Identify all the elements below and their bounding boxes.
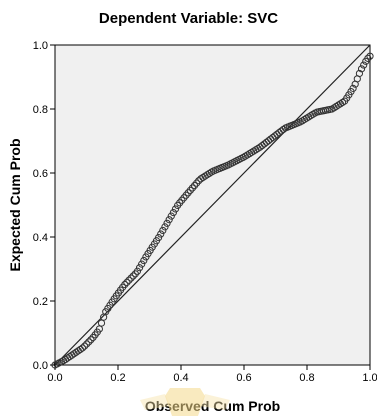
y-tick-label: 0.4	[33, 232, 48, 244]
x-tick-label: 0.0	[47, 372, 62, 384]
data-point	[125, 276, 133, 284]
data-point	[78, 344, 87, 352]
data-point	[157, 230, 165, 238]
data-point	[154, 233, 163, 242]
data-point	[87, 336, 95, 344]
data-point	[127, 274, 135, 282]
data-point	[349, 84, 357, 92]
data-point	[357, 65, 366, 73]
x-tick-label: 0.4	[173, 372, 188, 384]
x-tick-label: 0.2	[110, 372, 125, 384]
data-point	[171, 205, 180, 213]
data-point	[279, 125, 287, 134]
y-tick-label: 0.6	[33, 168, 48, 180]
data-point	[129, 272, 137, 280]
data-point	[163, 219, 171, 227]
data-point	[133, 267, 142, 275]
y-tick-label: 0.0	[33, 360, 48, 372]
data-point	[85, 338, 93, 346]
chart-title: Dependent Variable: SVC	[98, 10, 279, 27]
data-point	[169, 208, 177, 217]
data-point	[355, 69, 364, 78]
data-point	[159, 226, 167, 235]
data-point	[360, 61, 368, 69]
data-point	[121, 280, 129, 289]
data-point	[338, 98, 347, 107]
data-point	[364, 54, 372, 62]
x-tick-label: 0.8	[299, 372, 314, 384]
data-point	[193, 179, 201, 187]
data-point	[186, 186, 194, 194]
shield-logo-watermark	[140, 388, 230, 416]
data-point	[165, 216, 173, 224]
data-point	[366, 52, 374, 60]
data-point	[182, 191, 190, 199]
data-point	[188, 184, 197, 192]
data-point	[80, 342, 89, 350]
data-point	[123, 278, 131, 286]
data-point	[161, 223, 169, 231]
data-point	[138, 260, 146, 268]
y-tick-label: 1.0	[33, 40, 48, 52]
data-point	[135, 264, 144, 272]
x-tick-label: 1.0	[362, 372, 377, 384]
y-tick-label: 0.2	[33, 296, 48, 308]
y-axis-label: Expected Cum Prob	[7, 138, 23, 271]
x-tick-label: 0.6	[236, 372, 251, 384]
data-point	[190, 181, 199, 190]
data-point	[140, 256, 148, 265]
data-point	[83, 340, 91, 348]
y-tick-label: 0.8	[33, 104, 48, 116]
data-point	[167, 212, 175, 220]
data-point	[184, 189, 192, 197]
